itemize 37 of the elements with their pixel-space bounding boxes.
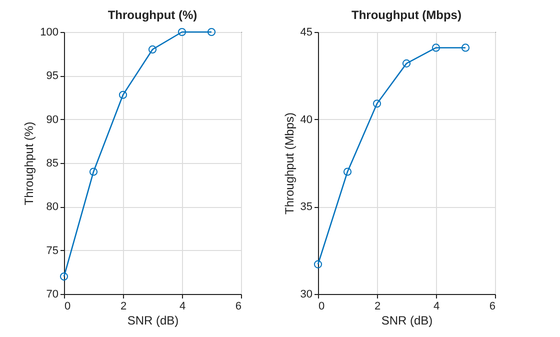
y-tick-label: 95: [46, 70, 58, 82]
y-tick-label: 100: [40, 26, 58, 38]
x-tick-label: 6: [489, 300, 496, 312]
point: [148, 45, 157, 54]
y-tick-label: 70: [46, 288, 58, 300]
x-tick-label: 4: [433, 300, 440, 312]
y-tick-label: 40: [300, 114, 312, 126]
point: [314, 260, 322, 268]
x-tick-label: 0: [318, 300, 325, 312]
point: [432, 44, 440, 52]
y-tick-label: 75: [46, 244, 58, 257]
point: [343, 168, 352, 176]
x-tick-label: 2: [374, 300, 381, 312]
point: [402, 59, 411, 68]
chart-title: Throughput (Mbps): [352, 8, 462, 22]
point: [372, 100, 382, 108]
y-axis-title: Throughput (%): [22, 122, 36, 206]
y-axis-title: Throughput (Mbps): [282, 112, 296, 215]
y-tick-label: 35: [300, 201, 312, 214]
chart-title: Throughput (%): [108, 8, 198, 22]
y-tick-label: 80: [46, 201, 58, 214]
point: [89, 168, 98, 176]
x-tick-label: 0: [64, 300, 71, 312]
y-tick-label: 85: [46, 158, 58, 170]
point: [178, 28, 186, 36]
point: [461, 44, 470, 52]
x-tick-label: 2: [120, 300, 127, 312]
x-tick-label: 6: [235, 300, 242, 312]
x-axis-title: SNR (dB): [127, 314, 179, 328]
x-axis-title: SNR (dB): [381, 314, 433, 328]
y-tick-label: 90: [46, 114, 58, 126]
point: [207, 28, 216, 36]
y-tick-label: 30: [300, 288, 312, 300]
point: [118, 90, 128, 99]
x-tick-label: 4: [179, 300, 186, 312]
y-tick-label: 45: [300, 26, 312, 38]
point: [60, 272, 68, 281]
